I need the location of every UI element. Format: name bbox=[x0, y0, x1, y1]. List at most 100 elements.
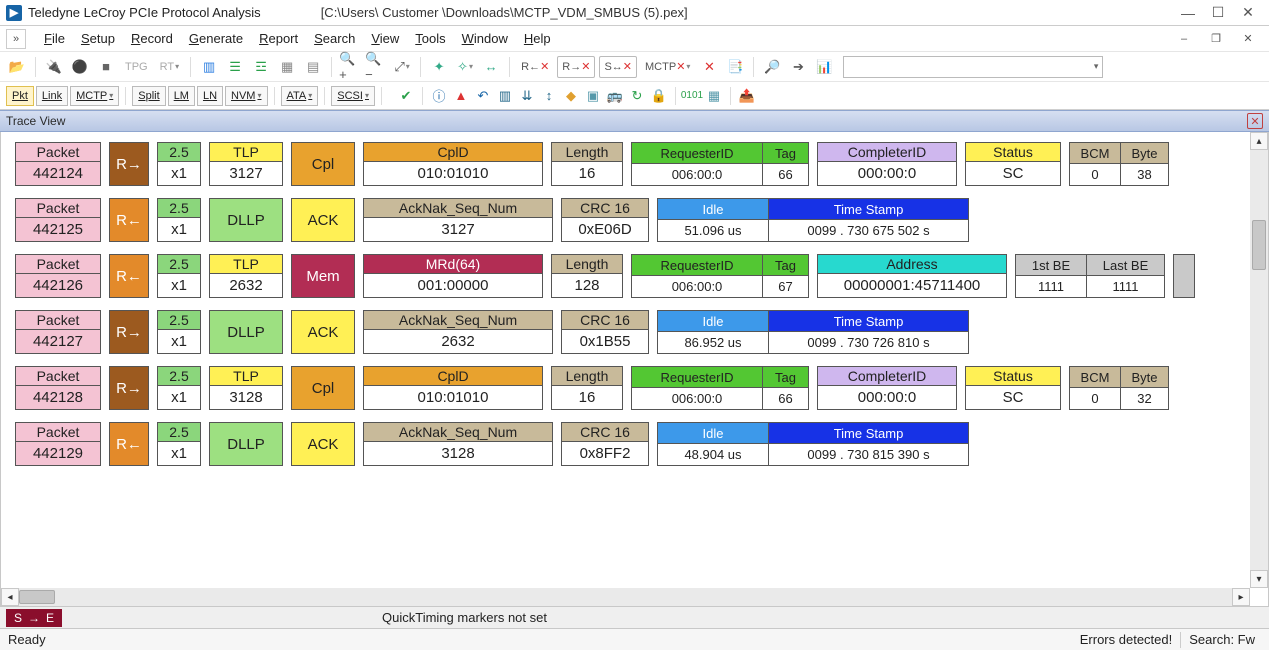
binary-icon[interactable]: 0101 bbox=[682, 86, 702, 106]
packet-row[interactable]: Packet442127R→2.5x1DLLPACKAckNak_Seq_Num… bbox=[15, 310, 1244, 354]
titlebar: ▶ Teledyne LeCroy PCIe Protocol Analysis… bbox=[0, 0, 1269, 26]
scroll-right-icon[interactable]: ▸ bbox=[1232, 588, 1250, 606]
chip-icon[interactable]: ▣ bbox=[583, 86, 603, 106]
bars-icon[interactable]: ▥ bbox=[495, 86, 515, 106]
rt-icon[interactable]: RT▾ bbox=[156, 56, 183, 78]
quicktiming-bar: S → E QuickTiming markers not set bbox=[0, 606, 1269, 628]
menu-search[interactable]: Search bbox=[306, 29, 363, 48]
maximize-button[interactable]: ☐ bbox=[1203, 3, 1233, 23]
view-btn-mctp[interactable]: MCTP▾ bbox=[70, 86, 119, 106]
se-marker-pill[interactable]: S → E bbox=[6, 609, 62, 627]
outbox-icon[interactable]: 📤 bbox=[737, 86, 757, 106]
mctp-off-icon[interactable]: MCTP✕▾ bbox=[641, 56, 694, 78]
plug-icon[interactable]: 🔌 bbox=[43, 56, 65, 78]
menu-setup[interactable]: Setup bbox=[73, 29, 123, 48]
refresh-icon[interactable]: ↻ bbox=[627, 86, 647, 106]
rx-off-icon[interactable]: R←✕ bbox=[517, 56, 553, 78]
packet-row[interactable]: Packet442126R←2.5x1TLP2632MemMRd(64)001:… bbox=[15, 254, 1244, 298]
grid-icon[interactable]: ▦ bbox=[704, 86, 724, 106]
delete-icon[interactable]: ✕ bbox=[698, 56, 720, 78]
packet-row[interactable]: Packet442125R←2.5x1DLLPACKAckNak_Seq_Num… bbox=[15, 198, 1244, 242]
packet-number-cell[interactable]: Packet442128 bbox=[15, 366, 101, 410]
layout3-icon[interactable]: ☲ bbox=[250, 56, 272, 78]
tpg-icon[interactable]: TPG bbox=[121, 56, 152, 78]
open-icon[interactable]: 📂 bbox=[6, 56, 28, 78]
layout1-icon[interactable]: ▥ bbox=[198, 56, 220, 78]
view-btn-nvm[interactable]: NVM▾ bbox=[225, 86, 267, 106]
menu-tools[interactable]: Tools bbox=[407, 29, 453, 48]
lock-icon[interactable]: 🔒 bbox=[649, 86, 669, 106]
status-ready: Ready bbox=[8, 632, 46, 647]
vertical-scrollbar[interactable]: ▴ ▾ bbox=[1250, 132, 1268, 588]
chart-icon[interactable]: 📊 bbox=[813, 56, 835, 78]
info-icon[interactable]: ⓘ bbox=[429, 86, 449, 106]
scroll-thumb-v[interactable] bbox=[1252, 220, 1266, 270]
layout5-icon[interactable]: ▤ bbox=[302, 56, 324, 78]
packet-header: Packet bbox=[16, 367, 100, 386]
zoom-fit-icon[interactable]: ⤢▾ bbox=[391, 56, 413, 78]
packet-number: 442124 bbox=[16, 162, 100, 185]
menu-record[interactable]: Record bbox=[123, 29, 181, 48]
bookmark-icon[interactable]: ↔ bbox=[480, 56, 502, 78]
packet-number-cell[interactable]: Packet442129 bbox=[15, 422, 101, 466]
mdi-close-button[interactable]: ✕ bbox=[1233, 29, 1263, 49]
search-combo[interactable]: ▾ bbox=[843, 56, 1103, 78]
find-icon[interactable]: 🔎 bbox=[761, 56, 783, 78]
zoom-in-icon[interactable]: 🔍+ bbox=[339, 56, 361, 78]
view-btn-scsi[interactable]: SCSI▾ bbox=[331, 86, 375, 106]
diamond-icon[interactable]: ◆ bbox=[561, 86, 581, 106]
view-btn-pkt[interactable]: Pkt bbox=[6, 86, 34, 106]
view-btn-ata[interactable]: ATA▾ bbox=[281, 86, 319, 106]
mdi-restore-button[interactable]: ❐ bbox=[1201, 29, 1231, 49]
layout2-icon[interactable]: ☰ bbox=[224, 56, 246, 78]
direction-cell: R→ bbox=[109, 310, 149, 354]
undo-icon[interactable]: ↶ bbox=[473, 86, 493, 106]
packet-row[interactable]: Packet442128R→2.5x1TLP3128CplCplD010:010… bbox=[15, 366, 1244, 410]
down-bars-icon[interactable]: ⇊ bbox=[517, 86, 537, 106]
filter1-icon[interactable]: ✦ bbox=[428, 56, 450, 78]
field-cell: AckNak_Seq_Num3128 bbox=[363, 422, 553, 466]
view-btn-ln[interactable]: LN bbox=[197, 86, 223, 106]
menu-view[interactable]: View bbox=[363, 29, 407, 48]
menu-caret-icon[interactable]: » bbox=[6, 29, 26, 49]
menu-generate[interactable]: Generate bbox=[181, 29, 251, 48]
minimize-button[interactable]: — bbox=[1173, 3, 1203, 23]
menu-file[interactable]: File bbox=[36, 29, 73, 48]
zoom-out-icon[interactable]: 🔍− bbox=[365, 56, 387, 78]
goto-icon[interactable]: ➔ bbox=[787, 56, 809, 78]
close-button[interactable]: ✕ bbox=[1233, 3, 1263, 23]
menu-window[interactable]: Window bbox=[454, 29, 516, 48]
sort-icon[interactable]: ↕ bbox=[539, 86, 559, 106]
error-icon[interactable]: ▲ bbox=[451, 86, 471, 106]
rx2-off-icon[interactable]: R→✕ bbox=[557, 56, 595, 78]
horizontal-scrollbar[interactable]: ◂ ▸ bbox=[1, 588, 1250, 606]
layout4-icon[interactable]: ▦ bbox=[276, 56, 298, 78]
view-btn-link[interactable]: Link bbox=[36, 86, 68, 106]
view-btn-split[interactable]: Split bbox=[132, 86, 165, 106]
trace-view-close-icon[interactable]: ✕ bbox=[1247, 113, 1263, 129]
export-icon[interactable]: 📑 bbox=[724, 56, 746, 78]
menu-report[interactable]: Report bbox=[251, 29, 306, 48]
packet-row[interactable]: Packet442124R→2.5x1TLP3127CplCplD010:010… bbox=[15, 142, 1244, 186]
direction-cell: R→ bbox=[109, 142, 149, 186]
packet-number-cell[interactable]: Packet442126 bbox=[15, 254, 101, 298]
packet-row[interactable]: Packet442129R←2.5x1DLLPACKAckNak_Seq_Num… bbox=[15, 422, 1244, 466]
menubar: » FileSetupRecordGenerateReportSearchVie… bbox=[0, 26, 1269, 52]
packet-number-cell[interactable]: Packet442124 bbox=[15, 142, 101, 186]
stop-icon[interactable]: ■ bbox=[95, 56, 117, 78]
check-icon[interactable]: ✔ bbox=[396, 86, 416, 106]
packet-type-cell: TLP3127 bbox=[209, 142, 283, 186]
scroll-down-icon[interactable]: ▾ bbox=[1250, 570, 1268, 588]
view-btn-lm[interactable]: LM bbox=[168, 86, 195, 106]
record-icon[interactable]: ⚫ bbox=[69, 56, 91, 78]
scroll-thumb-h[interactable] bbox=[19, 590, 55, 604]
menu-help[interactable]: Help bbox=[516, 29, 559, 48]
mdi-minimize-button[interactable]: – bbox=[1169, 29, 1199, 49]
scroll-left-icon[interactable]: ◂ bbox=[1, 588, 19, 606]
bus-icon[interactable]: 🚌 bbox=[605, 86, 625, 106]
packet-number-cell[interactable]: Packet442127 bbox=[15, 310, 101, 354]
scroll-up-icon[interactable]: ▴ bbox=[1250, 132, 1268, 150]
filter2-icon[interactable]: ✧▾ bbox=[454, 56, 476, 78]
sx-off-icon[interactable]: S↔✕ bbox=[599, 56, 637, 78]
packet-number-cell[interactable]: Packet442125 bbox=[15, 198, 101, 242]
